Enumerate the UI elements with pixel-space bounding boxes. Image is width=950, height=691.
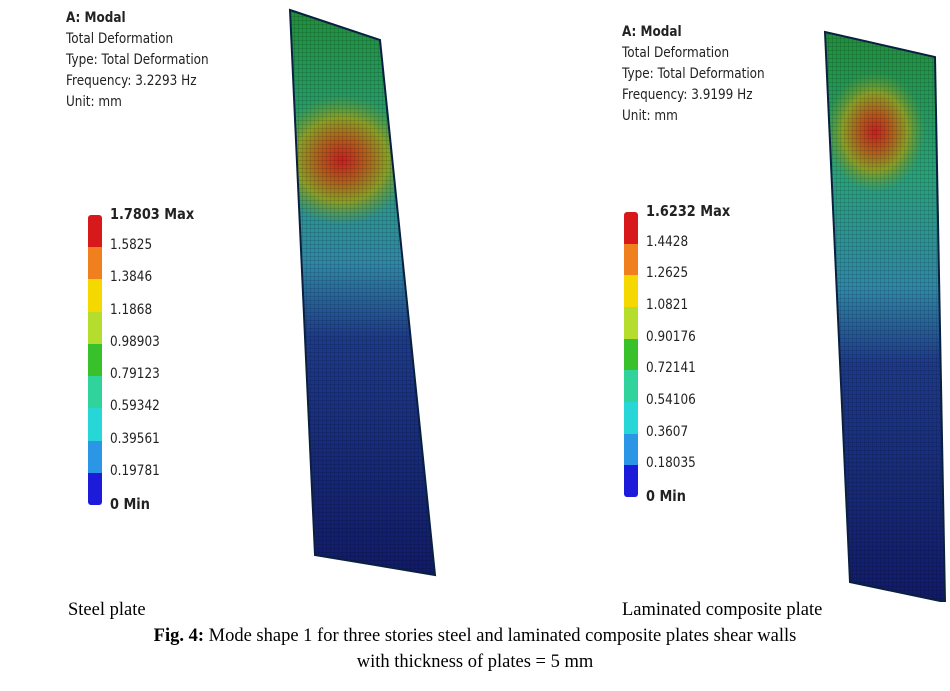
result-info: A: Modal Total Deformation Type: Total D… — [622, 22, 765, 127]
legend-label: 0.79123 — [110, 366, 160, 383]
legend-swatch — [88, 343, 102, 377]
legend-swatch — [88, 279, 102, 312]
color-legend: 1.7803 Max 1.5825 1.3846 1.1868 0.98903 0.791… — [88, 205, 228, 513]
legend-label: 1.3846 — [110, 269, 153, 286]
legend-label: 1.6232 Max — [646, 202, 731, 220]
plate-contour-plot — [823, 30, 947, 602]
composite-plate-panel: A: Modal Total Deformation Type: Total D… — [475, 0, 950, 602]
mesh-overlay — [825, 32, 945, 602]
legend-swatch — [88, 472, 102, 505]
plate-outline — [823, 30, 947, 602]
legend-swatch — [88, 311, 102, 344]
figure-number: Fig. 4: — [153, 626, 204, 646]
result-name: Total Deformation — [622, 45, 730, 61]
legend-label: 1.0821 — [646, 297, 689, 313]
figure-caption-line1: Fig. 4: Mode shape 1 for three stories s… — [0, 626, 950, 647]
figure-caption-line2: with thickness of plates = 5 mm — [356, 652, 594, 672]
result-type: Type: Total Deformation — [622, 66, 765, 82]
frequency-readout: Frequency: 3.9199 Hz — [622, 87, 753, 103]
figure-caption-text: Mode shape 1 for three stories steel and… — [204, 626, 797, 646]
legend-swatch — [88, 215, 102, 248]
legend-label: 0.59342 — [110, 398, 160, 415]
legend-label: 0.3607 — [646, 423, 689, 440]
unit-readout: Unit: mm — [66, 94, 122, 110]
result-info: A: Modal Total Deformation Type: Total D… — [66, 8, 209, 113]
legend-label: 1.1868 — [110, 301, 153, 318]
unit-readout: Unit: mm — [622, 108, 678, 124]
legend-label: 0.19781 — [110, 462, 160, 479]
legend-label: 0.90176 — [646, 328, 696, 345]
legend-swatch — [624, 243, 638, 276]
legend-label: 1.5825 — [110, 237, 153, 254]
result-name: Total Deformation — [66, 31, 174, 47]
legend-swatch — [624, 370, 638, 402]
legend-swatch — [88, 247, 102, 280]
legend-label: 0.18035 — [646, 455, 696, 472]
legend-swatch — [624, 275, 638, 307]
legend-label: 0.98903 — [110, 333, 160, 350]
legend-swatch — [624, 307, 638, 339]
legend-label: 1.2625 — [646, 265, 689, 282]
frequency-readout: Frequency: 3.2293 Hz — [66, 73, 197, 89]
plate-contour-plot — [288, 8, 437, 577]
analysis-title: A: Modal — [66, 10, 126, 26]
legend-swatch — [88, 376, 102, 409]
legend-swatch — [88, 408, 102, 441]
legend-label: 0.54106 — [646, 392, 696, 408]
legend-swatch — [624, 433, 638, 466]
color-legend: 1.6232 Max 1.4428 1.2625 1.0821 0.90176 0.721… — [624, 202, 764, 505]
result-type: Type: Total Deformation — [66, 52, 209, 68]
legend-swatch — [624, 465, 638, 497]
mesh-overlay — [290, 10, 435, 575]
legend-label: 0 Min — [110, 495, 150, 513]
legend-swatch — [624, 212, 638, 244]
steel-plate-panel: A: Modal Total Deformation Type: Total D… — [0, 0, 470, 600]
legend-label: 0.72141 — [646, 360, 696, 377]
legend-label: 1.7803 Max — [110, 205, 195, 223]
plate-outline — [288, 8, 437, 577]
analysis-title: A: Modal — [622, 24, 682, 40]
legend-label: 1.4428 — [646, 233, 689, 250]
steel-plate-label: Steel plate — [68, 600, 146, 620]
legend-label: 0 Min — [646, 487, 686, 505]
legend-swatch — [624, 402, 638, 434]
legend-swatch — [624, 338, 638, 371]
legend-swatch — [88, 440, 102, 473]
composite-plate-label: Laminated composite plate — [622, 600, 823, 620]
legend-label: 0.39561 — [110, 430, 160, 447]
